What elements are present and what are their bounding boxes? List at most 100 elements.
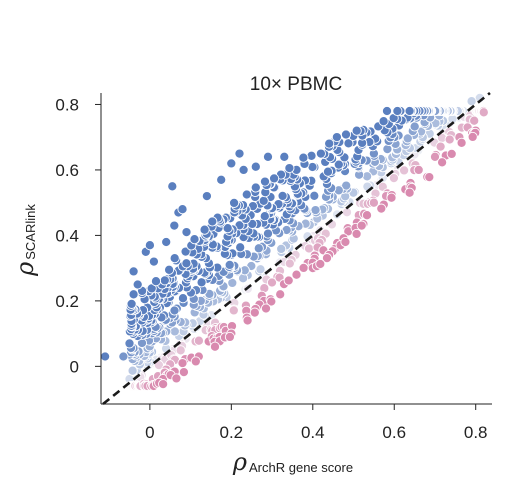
data-point bbox=[158, 379, 169, 390]
data-point bbox=[126, 298, 137, 309]
x-tick-label: 0.8 bbox=[464, 423, 488, 442]
data-point bbox=[404, 105, 415, 117]
chart-title: 10× PBMC bbox=[250, 74, 342, 95]
diagonal-line bbox=[102, 91, 491, 406]
data-point bbox=[306, 150, 317, 161]
data-point bbox=[322, 166, 334, 177]
data-point bbox=[424, 172, 435, 183]
data-point bbox=[266, 296, 277, 307]
data-point bbox=[291, 269, 302, 280]
data-point bbox=[446, 148, 457, 159]
data-point bbox=[229, 197, 240, 208]
y-axis-label-subscript: SCARlink bbox=[23, 204, 38, 260]
data-point bbox=[124, 338, 135, 349]
data-point bbox=[161, 236, 172, 248]
data-point bbox=[260, 303, 272, 314]
axes: 0 0.2 0.4 0.6 0.8 0 0.2 0.4 0.6 0.8 bbox=[55, 93, 492, 442]
data-point bbox=[207, 216, 218, 227]
data-point bbox=[324, 138, 335, 149]
data-point bbox=[241, 189, 252, 200]
data-point bbox=[224, 259, 235, 270]
data-point bbox=[196, 277, 207, 288]
data-point bbox=[150, 276, 162, 287]
data-point bbox=[404, 187, 415, 198]
data-point bbox=[228, 305, 239, 316]
data-point bbox=[341, 180, 352, 191]
x-tick-label: 0.2 bbox=[220, 423, 244, 442]
y-tick-label: 0.6 bbox=[55, 161, 79, 180]
data-point bbox=[378, 116, 389, 127]
data-point bbox=[262, 228, 274, 239]
y-tick-label: 0.4 bbox=[55, 226, 79, 245]
data-point bbox=[169, 305, 180, 316]
data-point bbox=[340, 129, 352, 140]
data-point bbox=[409, 121, 420, 132]
y-axis-label: ρ SCARlink bbox=[11, 204, 39, 277]
data-point bbox=[298, 152, 309, 163]
data-point bbox=[478, 107, 489, 118]
data-point bbox=[444, 134, 455, 145]
data-point bbox=[100, 351, 111, 362]
data-point bbox=[258, 195, 269, 206]
data-point bbox=[199, 224, 210, 235]
data-points bbox=[100, 92, 489, 392]
data-point bbox=[413, 164, 424, 175]
data-point bbox=[127, 365, 138, 376]
data-point bbox=[402, 133, 413, 144]
data-point bbox=[235, 242, 246, 253]
data-point bbox=[340, 236, 351, 248]
data-point bbox=[148, 256, 159, 267]
data-point bbox=[469, 115, 480, 126]
data-point bbox=[164, 264, 175, 275]
data-point bbox=[382, 144, 393, 155]
data-point bbox=[224, 331, 235, 342]
data-point bbox=[456, 137, 467, 148]
data-point bbox=[169, 220, 180, 231]
x-axis-label-symbol: ρ bbox=[232, 448, 247, 476]
data-point bbox=[269, 173, 280, 184]
data-point bbox=[171, 373, 182, 384]
data-point bbox=[333, 159, 344, 170]
data-point bbox=[381, 105, 393, 117]
data-point bbox=[284, 258, 295, 269]
data-point bbox=[467, 131, 478, 142]
data-point bbox=[259, 176, 271, 187]
data-point bbox=[190, 356, 201, 367]
data-point bbox=[351, 125, 362, 136]
data-point bbox=[209, 341, 221, 352]
data-point bbox=[310, 205, 321, 216]
data-point bbox=[234, 148, 245, 159]
data-point bbox=[399, 165, 410, 176]
data-point bbox=[429, 151, 441, 162]
data-point bbox=[128, 266, 139, 277]
x-axis-label-subscript: ArchR gene score bbox=[249, 460, 353, 475]
data-point bbox=[177, 358, 188, 369]
data-point bbox=[193, 335, 204, 346]
data-point bbox=[132, 279, 143, 290]
data-point bbox=[277, 190, 288, 201]
data-point bbox=[298, 262, 309, 273]
data-point bbox=[331, 132, 342, 143]
y-tick-label: 0.8 bbox=[55, 95, 79, 114]
data-point bbox=[169, 253, 180, 264]
data-point bbox=[250, 161, 261, 172]
data-point bbox=[180, 246, 191, 257]
identity-line bbox=[102, 91, 491, 406]
data-point bbox=[309, 190, 320, 201]
data-point bbox=[242, 315, 253, 326]
y-tick-label: 0.2 bbox=[55, 292, 79, 311]
data-point bbox=[259, 211, 270, 222]
x-tick-label: 0.4 bbox=[301, 423, 325, 442]
data-point bbox=[276, 243, 287, 254]
y-axis-label-symbol: ρ bbox=[11, 262, 39, 277]
data-point bbox=[275, 289, 286, 300]
data-point bbox=[392, 105, 403, 117]
data-point bbox=[368, 197, 379, 208]
data-point bbox=[238, 164, 249, 175]
data-point bbox=[216, 174, 227, 185]
y-tick-label: 0 bbox=[70, 357, 79, 376]
data-point bbox=[201, 191, 212, 202]
data-point bbox=[388, 173, 399, 184]
